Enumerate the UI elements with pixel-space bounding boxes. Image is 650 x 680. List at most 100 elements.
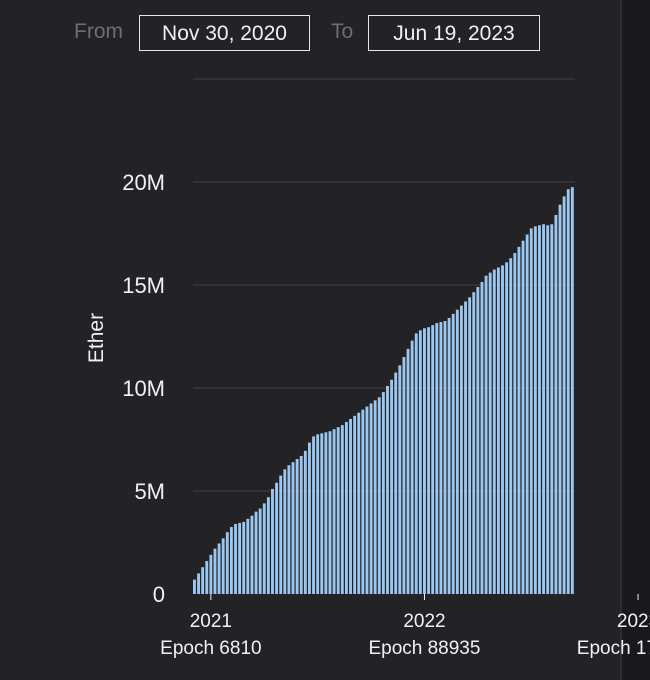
bar	[246, 518, 250, 594]
bar	[217, 543, 221, 594]
x-tick-year: 2021	[190, 611, 232, 632]
bar	[439, 322, 443, 594]
bar	[303, 450, 307, 594]
bar	[234, 523, 237, 594]
bar	[242, 521, 246, 594]
bar	[492, 269, 496, 594]
bar	[501, 265, 504, 594]
bar	[406, 348, 410, 594]
bar	[271, 488, 274, 594]
bar	[554, 214, 558, 594]
bar	[427, 327, 431, 594]
bar	[291, 462, 295, 594]
x-tick-year: 2022	[403, 611, 445, 632]
bar	[221, 538, 225, 594]
y-tick-label: 20M	[122, 170, 165, 195]
bar	[542, 224, 546, 595]
bar	[312, 436, 315, 594]
bar	[308, 442, 311, 594]
bar	[529, 228, 533, 594]
bar	[468, 297, 472, 594]
x-axis-labels: 2021 Epoch 6810 2022 Epoch 88935 2023 Epoch 1…	[160, 594, 650, 659]
bar	[357, 412, 361, 594]
bar	[398, 365, 402, 594]
bar	[402, 357, 406, 594]
bar	[205, 561, 209, 594]
bar	[435, 323, 439, 594]
bar	[451, 313, 455, 594]
bar	[496, 267, 500, 594]
bar	[201, 567, 205, 594]
bar	[377, 397, 381, 594]
bar	[550, 224, 554, 595]
bar	[443, 321, 447, 594]
bar	[361, 409, 365, 594]
bar	[299, 455, 303, 594]
bar	[488, 272, 492, 594]
bar	[320, 433, 324, 594]
bar	[365, 406, 369, 594]
x-tick-epoch: Epoch 88935	[368, 638, 480, 659]
x-tick-epoch: Epoch 171060	[577, 638, 650, 659]
bar	[566, 189, 570, 594]
bar	[229, 527, 233, 594]
x-tick-year: 2023	[617, 611, 650, 632]
bar	[344, 421, 348, 594]
bar	[295, 459, 299, 594]
bar	[418, 330, 422, 594]
y-tick-label: 15M	[122, 273, 165, 298]
y-axis-labels: 0 5M 10M 15M 20M	[122, 170, 165, 607]
bar	[373, 400, 377, 594]
bar	[254, 511, 258, 594]
bar	[381, 392, 385, 594]
bar	[353, 415, 357, 594]
x-tick-epoch: Epoch 6810	[160, 638, 261, 659]
to-date-input[interactable]: Jun 19, 2023	[368, 15, 540, 51]
bar	[513, 253, 517, 594]
bar	[546, 225, 550, 594]
bar	[250, 515, 254, 594]
bar	[558, 204, 562, 594]
y-tick-label: 10M	[122, 376, 165, 401]
bar	[336, 427, 340, 594]
bar	[472, 292, 476, 594]
panel-divider	[620, 0, 622, 680]
bar-series	[193, 187, 574, 595]
to-label: To	[331, 20, 354, 43]
from-date-input[interactable]: Nov 30, 2020	[139, 15, 310, 51]
bar	[410, 340, 414, 594]
bar	[340, 425, 344, 594]
bar	[258, 508, 262, 594]
bar	[332, 429, 336, 594]
bar	[570, 187, 574, 594]
bar	[394, 372, 398, 594]
bar	[283, 469, 287, 594]
y-tick-label: 0	[153, 582, 165, 607]
bar	[209, 554, 213, 594]
bar	[197, 573, 200, 594]
bar	[505, 262, 509, 594]
bar	[275, 482, 279, 594]
bar	[538, 225, 541, 594]
bar	[521, 240, 525, 594]
bar	[369, 403, 373, 594]
bar	[287, 465, 291, 594]
y-tick-label: 5M	[134, 479, 165, 504]
bar	[238, 522, 242, 594]
bar	[390, 379, 394, 594]
bar	[525, 234, 529, 594]
bar	[316, 434, 320, 594]
bar	[447, 317, 451, 594]
bar	[266, 497, 270, 594]
bar	[213, 548, 217, 594]
bar	[509, 258, 513, 594]
bar	[423, 328, 426, 594]
bar	[431, 325, 435, 594]
from-label: From	[74, 20, 123, 43]
bar	[476, 287, 480, 594]
bar	[517, 246, 521, 594]
bar	[349, 418, 352, 594]
bar	[386, 385, 389, 594]
bar	[484, 275, 488, 594]
bar	[480, 281, 484, 594]
